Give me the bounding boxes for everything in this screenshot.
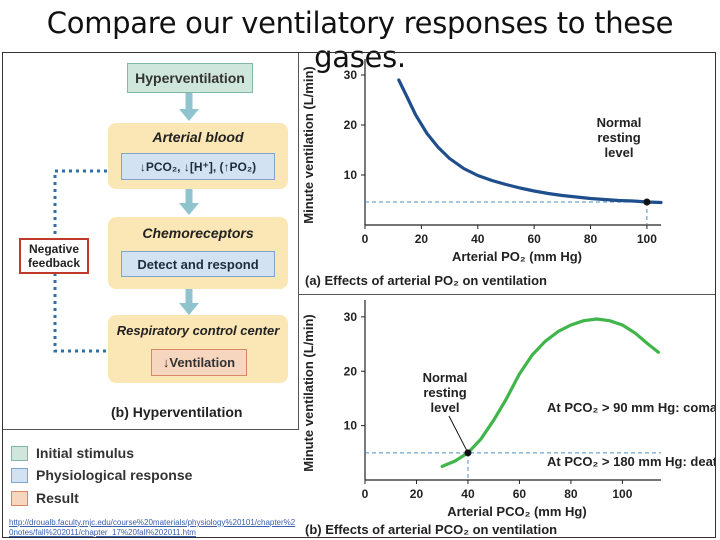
x-tick-label: 100 — [637, 232, 657, 246]
normal-resting-label: level — [605, 145, 634, 160]
x-tick-label: 80 — [584, 232, 598, 246]
x-tick-label: 20 — [410, 487, 424, 501]
y-tick-label: 10 — [344, 419, 358, 433]
normal-resting-label: level — [431, 400, 460, 415]
legend-swatch-initial — [11, 445, 28, 461]
series-line — [397, 78, 663, 205]
ventilation-result-box: ↓Ventilation — [151, 349, 247, 376]
flowchart-panel: Hyperventilation Arterial blood ↓PCO₂, ↓… — [3, 53, 299, 430]
legend-label: Initial stimulus — [36, 445, 135, 461]
chart-divider — [299, 294, 715, 295]
x-axis-label: Arterial PCO₂ (mm Hg) — [447, 504, 586, 519]
legend-physiological-response: Physiological response — [11, 465, 192, 485]
normal-resting-label: resting — [597, 130, 640, 145]
arterial-blood-state-box: ↓PCO₂, ↓[H⁺], (↑PO₂) — [121, 153, 275, 180]
detect-respond-box: Detect and respond — [121, 251, 275, 277]
x-tick-label: 100 — [612, 487, 632, 501]
y-tick-label: 30 — [344, 68, 358, 82]
reference-leader-line — [448, 415, 469, 454]
chemoreceptors-title: Chemoreceptors — [142, 225, 254, 241]
po2-chart: 10 20 30 0 20 40 60 80 100 Arterial PO₂ (mm Hg) Mi… — [301, 59, 663, 288]
coma-annotation: At PCO₂ > 90 mm Hg: coma — [547, 400, 716, 415]
normal-resting-label: Normal — [423, 370, 468, 385]
chart-b-caption: (b) Effects of arterial PCO₂ on ventilat… — [305, 522, 557, 537]
reference-point — [643, 198, 651, 206]
death-annotation: At PCO₂ > 180 mm Hg: death — [547, 454, 716, 469]
y-tick-label: 10 — [344, 168, 358, 182]
legend-swatch-result — [11, 490, 28, 506]
negative-feedback-box: Negative feedback — [19, 238, 89, 274]
legend-label: Physiological response — [36, 467, 193, 483]
series-line — [440, 317, 660, 468]
legend-initial-stimulus: Initial stimulus — [11, 443, 134, 463]
x-axis-label: Arterial PO₂ (mm Hg) — [452, 249, 582, 264]
y-axis-label: Minute ventilation (L/min) — [301, 66, 316, 223]
x-tick-label: 40 — [461, 487, 475, 501]
x-tick-label: 0 — [362, 487, 369, 501]
x-tick-label: 20 — [415, 232, 429, 246]
chart-a-caption: (a) Effects of arterial PO₂ on ventilati… — [305, 273, 547, 288]
x-tick-label: 60 — [513, 487, 527, 501]
x-tick-label: 40 — [471, 232, 485, 246]
legend-result: Result — [11, 488, 79, 508]
y-tick-label: 20 — [344, 118, 358, 132]
x-tick-label: 0 — [362, 232, 369, 246]
arterial-blood-title: Arterial blood — [152, 129, 244, 145]
y-axis-label: Minute ventilation (L/min) — [301, 314, 316, 471]
reference-point — [464, 449, 472, 457]
legend-label: Result — [36, 490, 79, 506]
source-link[interactable]: http://droualb.faculty.mjc.edu/course%20… — [9, 518, 296, 537]
pco2-chart: 10 20 30 0 20 40 60 80 100 Arterial PCO₂ (mm Hg) M… — [301, 300, 716, 537]
normal-resting-label: resting — [423, 385, 466, 400]
y-tick-label: 20 — [344, 364, 358, 378]
arrow-head-1 — [179, 109, 199, 121]
arrow-head-3 — [179, 303, 199, 315]
x-tick-label: 80 — [564, 487, 578, 501]
slide-title: Compare our ventilatory responses to the… — [46, 6, 674, 74]
hyperventilation-box: Hyperventilation — [127, 63, 253, 93]
respiratory-center-title: Respiratory control center — [116, 323, 280, 338]
legend-swatch-response — [11, 467, 28, 483]
normal-resting-label: Normal — [597, 115, 642, 130]
x-tick-label: 60 — [527, 232, 541, 246]
y-tick-label: 30 — [344, 310, 358, 324]
flowchart-caption: (b) Hyperventilation — [111, 404, 243, 420]
arrow-head-2 — [179, 203, 199, 215]
figure-frame: Hyperventilation Arterial blood ↓PCO₂, ↓… — [2, 52, 716, 538]
